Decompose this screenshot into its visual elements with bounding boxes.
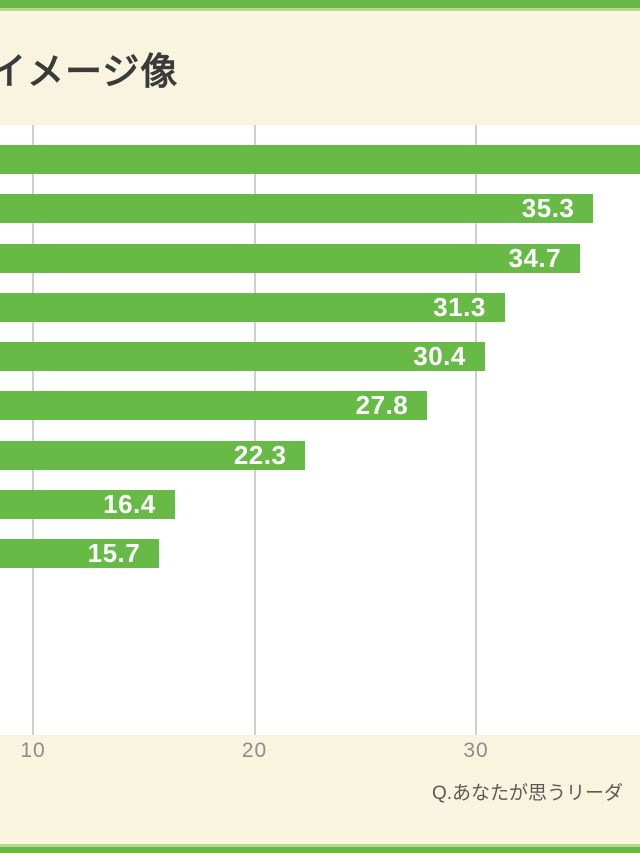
bar: 31.3	[0, 291, 505, 322]
grid-line	[32, 125, 34, 735]
x-axis: 10 20 30	[0, 739, 640, 763]
bottom-accent-bar-light	[0, 844, 640, 847]
bar	[0, 145, 640, 174]
bar: 16.4	[0, 488, 175, 519]
bar-value-label: 34.7	[508, 242, 562, 273]
bar: 34.7	[0, 242, 581, 273]
bar-value-label: 22.3	[233, 439, 287, 470]
bottom-accent-bar	[0, 847, 640, 853]
top-accent-bar	[0, 0, 640, 8]
bar-value-label: 35.3	[521, 193, 575, 224]
chart-title: イメージ像	[0, 51, 179, 92]
bar-value-label: 31.3	[433, 291, 486, 322]
bar: 22.3	[0, 439, 306, 470]
x-tick-label: 20	[241, 739, 268, 762]
bar: 15.7	[0, 538, 160, 568]
top-accent-bar-light	[0, 8, 640, 11]
bar-value-label: 16.4	[103, 488, 156, 519]
bar-value-label: 30.4	[413, 341, 466, 371]
bar-value-label: 15.7	[87, 538, 141, 568]
plot-area: 35.3 34.7 31.3 30.4 27.8 22.3 16.4 15.7	[0, 125, 640, 735]
bar-value-label: 27.8	[355, 390, 409, 421]
bar: 30.4	[0, 342, 485, 371]
chart-caption: Q.あなたが思うリーダ	[432, 783, 624, 804]
grid-line	[475, 125, 477, 735]
x-tick-label: 10	[20, 739, 46, 762]
x-tick-label: 30	[463, 739, 489, 762]
grid-line	[253, 125, 256, 735]
bar: 35.3	[0, 193, 594, 224]
bar: 27.8	[0, 390, 428, 421]
